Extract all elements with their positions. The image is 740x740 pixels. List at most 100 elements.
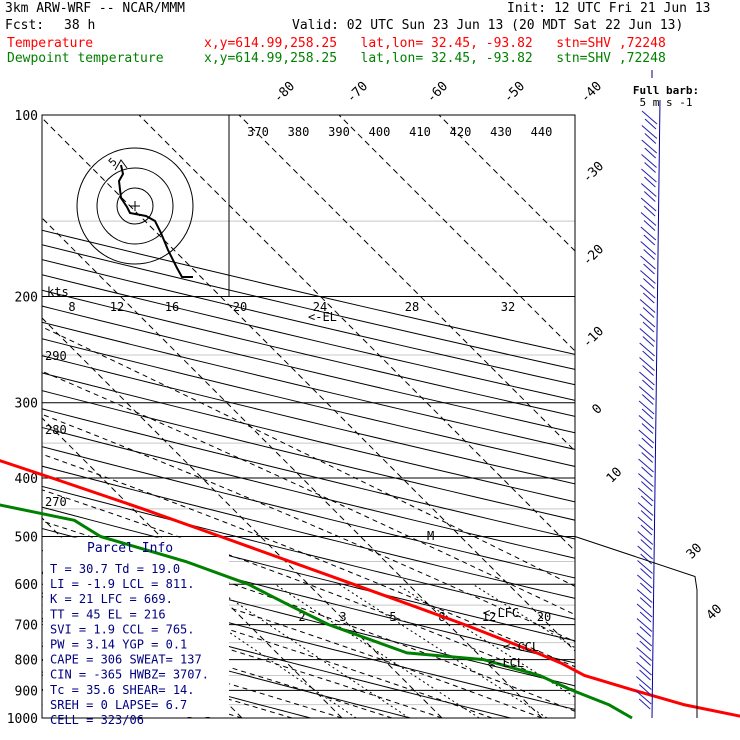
dry-adiabat [42,321,575,450]
parcel-info-row: SVI = 1.9 CCL = 765. [50,622,195,636]
wind-barb-icon [639,328,656,342]
wind-barb-icon [636,603,653,618]
pressure-tick-label: 400 [15,472,38,487]
mixing-ratio-line [208,583,410,718]
parcel-info-row: TT = 45 EL = 216 [50,607,166,621]
wind-barb-icon [643,191,656,202]
wind-barb-icon [637,502,654,516]
wind-barb-icon [641,110,658,125]
wind-barb-icon [642,379,654,391]
theta-label: 430 [490,125,512,139]
forecast-hour: 38 h [64,18,96,33]
isotherm [238,115,575,452]
moist-adiabat [42,592,443,718]
dry-adiabat [42,485,575,620]
cape-temp-label: 20 [233,300,247,314]
wind-barb-icon [641,394,654,405]
cape-temp-label: 28 [405,300,419,314]
isotherm-label: -10 [580,324,607,351]
hodograph-ring [116,187,154,225]
wind-barb-icon [640,495,653,507]
legend-temperature: Temperature [7,36,94,51]
wind-barb-icon [640,510,653,521]
cape-temp-label: 16 [165,300,179,314]
mixing-ratio-label: 5 [389,610,396,624]
wind-barb-icon [643,205,656,217]
wind-barb-column [635,99,661,719]
wind-barb-icon [640,183,657,197]
pressure-tick-label: 1000 [7,712,38,727]
pressure-tick-label: 300 [15,397,38,412]
theta-label: 400 [369,125,391,139]
theta-label: 390 [328,125,350,139]
hodograph-ring [96,167,174,245]
wind-barb-icon [637,574,653,589]
wind-barb-icon [644,176,656,188]
barb-legend-title: Full barb: [633,84,699,97]
mixing-ratio-line [274,583,480,718]
dry-adiabat [42,244,575,370]
hodograph-arrow-icon [114,159,128,171]
dry-adiabat [42,274,575,401]
pressure-tick-label: 700 [15,619,38,634]
wind-barb-icon [635,690,652,705]
pressure-tick-label: 200 [15,291,38,306]
wind-barb-icon [643,220,656,231]
wind-barb-icon [641,481,653,492]
wind-barb-icon [639,371,655,386]
wind-barb-icon [642,365,654,376]
wind-barb-icon [637,516,654,531]
wind-barb-icon [639,357,655,371]
cape-temp-label: 12 [110,300,124,314]
isotherm [438,115,575,252]
wind-barb-icon [639,626,652,637]
parcel-info-row: Tc = 35.6 SHEAR= 14. [50,683,195,697]
wind-barb-icon [641,408,654,420]
isotherm-label: 30 [684,541,706,563]
theta-label: 410 [409,125,431,139]
cape-temp-label: 32 [501,300,515,314]
wind-barb-icon [644,118,657,130]
wind-barb-icon [643,249,656,260]
dewpoint-profile [0,503,633,720]
wind-barb-icon [640,241,657,255]
dry-adiabat [42,355,575,485]
wind-barb-icon [640,568,652,579]
wind-barb-icon [638,458,654,473]
wind-barb-icon [641,154,657,168]
wind-barb-icon [639,640,652,652]
wind-barb-icon [640,255,656,270]
wind-barb-icon [637,487,654,502]
barb-staff [651,99,661,719]
wind-barb-icon [638,386,655,400]
theta-label: 420 [450,125,472,139]
level-annotation: <-EL [308,310,337,324]
parcel-info-row: PW = 3.14 YGP = 0.1 [50,638,187,652]
level-annotation: <-LFC [483,606,519,620]
pressure-tick-label: 100 [15,109,38,124]
dry-adiabat [42,596,513,718]
wind-barb-icon [639,342,656,357]
wind-barb-icon [641,466,653,478]
hodograph-units-label: kts [47,285,69,299]
pressure-tick-label: 500 [15,530,38,545]
isotherm-label: -60 [424,79,451,106]
wind-barb-icon [642,321,655,333]
wind-barb-icon [639,611,652,623]
mixing-ratio-label: 2 [298,610,305,624]
init-time: Init: 12 UTC Fri 21 Jun 13 [507,1,711,16]
wind-barb-icon [644,162,656,173]
isotherm-label: -50 [501,79,528,106]
isotherm [338,115,575,352]
wind-barb-icon [644,133,657,144]
wind-barb-icon [639,284,656,299]
dry-adiabat [42,506,575,642]
wind-barb-icon [641,423,654,434]
theta-label: 440 [531,125,553,139]
wind-barb-icon [640,197,657,212]
cape-temp-label: 8 [68,300,75,314]
wind-barb-icon [638,444,654,458]
wind-barb-icon [641,437,654,449]
moist-adiabat [42,326,575,587]
